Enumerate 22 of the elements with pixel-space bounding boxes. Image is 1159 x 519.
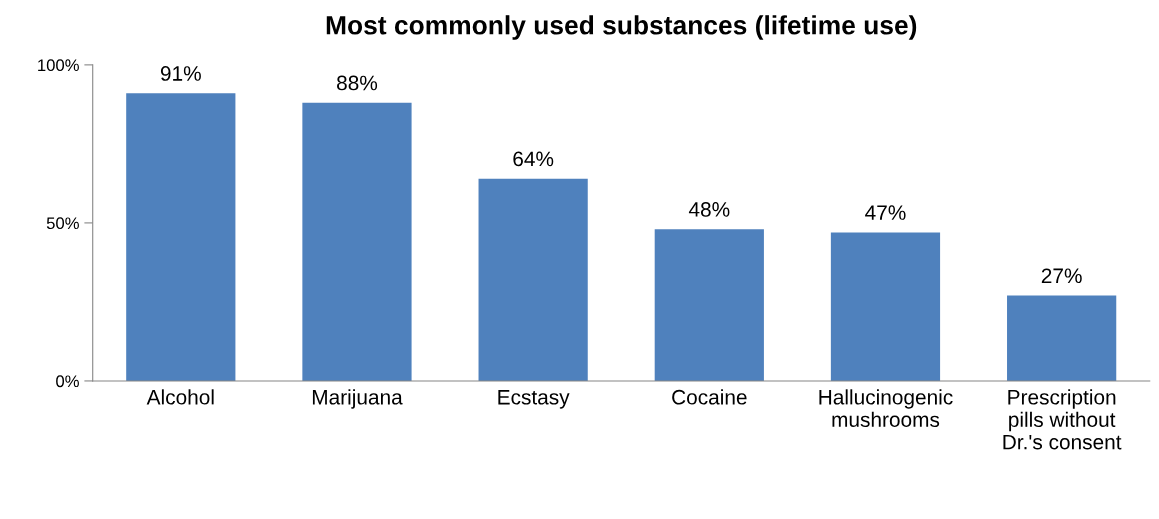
data-label: 91% bbox=[160, 66, 201, 81]
bar bbox=[1007, 295, 1117, 381]
x-tick-label: Prescription pills without Dr.'s consent bbox=[1003, 389, 1122, 450]
data-label: 64% bbox=[513, 151, 554, 167]
y-tick-label: 0% bbox=[56, 375, 79, 388]
data-label: 47% bbox=[865, 205, 906, 220]
x-tick-label: Ecstasy bbox=[498, 390, 570, 409]
data-label: 27% bbox=[1041, 268, 1082, 284]
x-tick-label: Alcohol bbox=[146, 389, 214, 405]
bar bbox=[126, 93, 236, 381]
data-label: 48% bbox=[688, 202, 730, 217]
bar bbox=[478, 178, 588, 381]
chart-title: Most commonly used substances (lifetime use) bbox=[326, 15, 917, 40]
bar bbox=[654, 229, 764, 381]
bar bbox=[830, 232, 941, 381]
x-tick-label: Marijuana bbox=[312, 389, 403, 409]
bar bbox=[302, 102, 412, 381]
x-tick-label: Hallucinogenic mushrooms bbox=[819, 389, 953, 428]
y-tick-label: 100% bbox=[38, 59, 79, 72]
x-tick-label: Cocaine bbox=[672, 389, 747, 405]
data-label: 88% bbox=[337, 75, 378, 91]
y-tick-label: 50% bbox=[46, 217, 79, 230]
